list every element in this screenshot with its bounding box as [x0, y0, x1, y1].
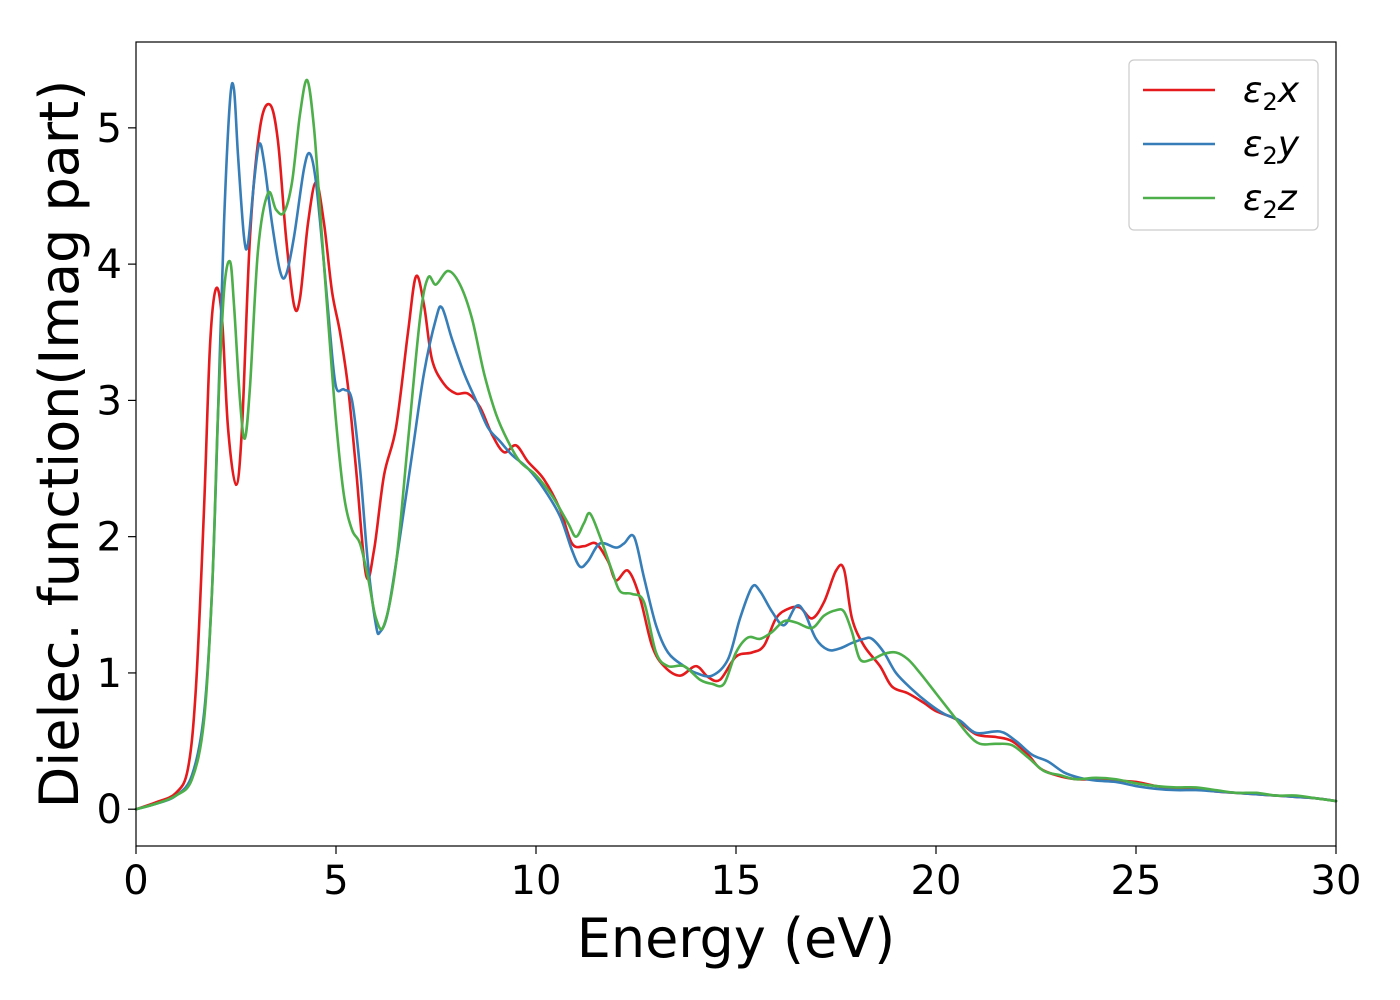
- x-axis: 0 5 10 15 20 25 30: [123, 846, 1361, 904]
- legend-label-z: ε2z: [1243, 178, 1298, 224]
- series-layer: [134, 78, 1338, 811]
- y-axis-title: Dielec. function(Imag part): [28, 80, 91, 809]
- legend: ε2x ε2y ε2z: [1128, 59, 1319, 231]
- legend-box: [1128, 59, 1319, 231]
- legend-label-x: ε2x: [1243, 70, 1300, 116]
- x-tick-label: 10: [511, 858, 562, 904]
- series-line-y: [134, 81, 1338, 811]
- x-tick-label: 0: [123, 858, 148, 904]
- y-axis: 0 1 2 3 4 5: [97, 106, 136, 833]
- y-tick-label: 3: [97, 378, 122, 424]
- x-tick-label: 15: [711, 858, 762, 904]
- legend-label-y: ε2y: [1243, 124, 1300, 170]
- y-tick-label: 2: [97, 515, 122, 561]
- x-tick-label: 20: [911, 858, 962, 904]
- x-axis-title: Energy (eV): [577, 907, 896, 970]
- x-tick-label: 30: [1311, 858, 1362, 904]
- series-line-z: [134, 78, 1338, 811]
- x-tick-label: 5: [323, 858, 348, 904]
- y-tick-label: 0: [97, 787, 122, 833]
- x-tick-label: 25: [1111, 858, 1162, 904]
- y-tick-label: 5: [97, 106, 122, 152]
- y-tick-label: 1: [97, 651, 122, 697]
- series-line-x: [134, 102, 1338, 811]
- y-tick-label: 4: [97, 242, 122, 288]
